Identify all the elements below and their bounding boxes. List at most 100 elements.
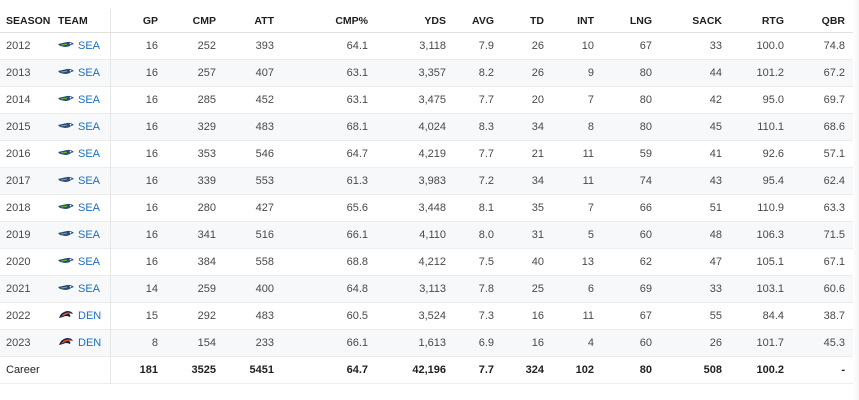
team-link[interactable]: SEA xyxy=(78,148,101,160)
broncos-logo-icon[interactable] xyxy=(58,310,74,323)
col-header-gp[interactable]: GP xyxy=(110,9,166,33)
lng-cell: 80 xyxy=(602,59,660,87)
career-rtg: 100.2 xyxy=(730,356,792,384)
rtg-cell: 105.1 xyxy=(730,248,792,276)
col-header-cmp-pct[interactable]: CMP% xyxy=(282,9,376,33)
att-cell: 553 xyxy=(224,167,282,195)
col-header-qbr[interactable]: QBR xyxy=(792,9,853,33)
broncos-logo-icon[interactable] xyxy=(58,337,74,350)
team-cell: SEA xyxy=(54,59,111,87)
team-link[interactable]: SEA xyxy=(78,121,101,133)
yds-cell: 4,212 xyxy=(376,248,454,276)
td-cell: 21 xyxy=(502,140,552,168)
att-cell: 483 xyxy=(224,113,282,141)
yds-cell: 3,448 xyxy=(376,194,454,222)
season-cell: 2014 xyxy=(0,86,54,114)
col-header-lng[interactable]: LNG xyxy=(602,9,660,33)
col-header-yds[interactable]: YDS xyxy=(376,9,454,33)
yds-cell: 4,110 xyxy=(376,221,454,249)
att-cell: 427 xyxy=(224,194,282,222)
td-cell: 26 xyxy=(502,32,552,60)
sack-cell: 45 xyxy=(660,113,730,141)
cmp-pct-cell: 63.1 xyxy=(282,59,376,87)
col-header-int[interactable]: INT xyxy=(552,9,602,33)
seahawks-logo-icon[interactable] xyxy=(58,67,74,80)
seahawks-logo-icon[interactable] xyxy=(58,256,74,269)
int-cell: 11 xyxy=(552,167,602,195)
table-row: 2013 SEA 16 257 407 63.1 3,357 8.2 26 9 80 44 101.2 6… xyxy=(0,59,853,87)
seahawks-logo-icon[interactable] xyxy=(58,229,74,242)
team-cell: SEA xyxy=(54,248,111,276)
sack-cell: 33 xyxy=(660,275,730,303)
team-link[interactable]: SEA xyxy=(78,40,101,52)
rtg-cell: 110.1 xyxy=(730,113,792,141)
table-row: 2023 DEN 8 154 233 66.1 1,613 6.9 16 4 60 26 101.7 45… xyxy=(0,329,853,357)
table-row: 2012 SEA 16 252 393 64.1 3,118 7.9 26 10 67 33 100.0… xyxy=(0,32,853,60)
seahawks-logo-icon[interactable] xyxy=(58,40,74,53)
col-header-season[interactable]: SEASON xyxy=(0,9,54,33)
qbr-cell: 68.6 xyxy=(792,113,853,141)
team-link[interactable]: SEA xyxy=(78,175,101,187)
cmp-cell: 384 xyxy=(166,248,224,276)
lng-cell: 69 xyxy=(602,275,660,303)
team-link[interactable]: SEA xyxy=(78,229,101,241)
rtg-cell: 84.4 xyxy=(730,302,792,330)
team-link[interactable]: SEA xyxy=(78,67,101,79)
table-body: 2012 SEA 16 252 393 64.1 3,118 7.9 26 10 67 33 100.0… xyxy=(0,32,853,357)
team-link[interactable]: SEA xyxy=(78,94,101,106)
lng-cell: 80 xyxy=(602,113,660,141)
seahawks-logo-icon[interactable] xyxy=(58,283,74,296)
lng-cell: 67 xyxy=(602,32,660,60)
team-link[interactable]: DEN xyxy=(78,310,102,322)
col-header-att[interactable]: ATT xyxy=(224,9,282,33)
career-totals-row: Career 181 3525 5451 64.7 42,196 7.7 324… xyxy=(0,356,853,384)
table-row: 2022 DEN 15 292 483 60.5 3,524 7.3 16 11 67 55 84.4 3… xyxy=(0,302,853,330)
col-header-sack[interactable]: SACK xyxy=(660,9,730,33)
rtg-cell: 95.4 xyxy=(730,167,792,195)
rtg-cell: 106.3 xyxy=(730,221,792,249)
team-link[interactable]: SEA xyxy=(78,256,101,268)
seahawks-logo-icon[interactable] xyxy=(58,202,74,215)
cmp-pct-cell: 66.1 xyxy=(282,221,376,249)
season-cell: 2020 xyxy=(0,248,54,276)
lng-cell: 59 xyxy=(602,140,660,168)
avg-cell: 6.9 xyxy=(454,329,502,357)
td-cell: 16 xyxy=(502,302,552,330)
seahawks-logo-icon[interactable] xyxy=(58,148,74,161)
avg-cell: 7.2 xyxy=(454,167,502,195)
qbr-cell: 60.6 xyxy=(792,275,853,303)
td-cell: 34 xyxy=(502,113,552,141)
team-cell: SEA xyxy=(54,275,111,303)
avg-cell: 8.2 xyxy=(454,59,502,87)
seahawks-logo-icon[interactable] xyxy=(58,121,74,134)
col-header-td[interactable]: TD xyxy=(502,9,552,33)
career-int: 102 xyxy=(552,356,602,384)
season-cell: 2012 xyxy=(0,32,54,60)
yds-cell: 4,219 xyxy=(376,140,454,168)
sack-cell: 33 xyxy=(660,32,730,60)
qbr-cell: 38.7 xyxy=(792,302,853,330)
att-cell: 516 xyxy=(224,221,282,249)
qbr-cell: 69.7 xyxy=(792,86,853,114)
cmp-pct-cell: 60.5 xyxy=(282,302,376,330)
int-cell: 6 xyxy=(552,275,602,303)
team-link[interactable]: DEN xyxy=(78,337,102,349)
sack-cell: 44 xyxy=(660,59,730,87)
avg-cell: 7.7 xyxy=(454,86,502,114)
col-header-cmp[interactable]: CMP xyxy=(166,9,224,33)
cmp-pct-cell: 64.8 xyxy=(282,275,376,303)
cmp-cell: 329 xyxy=(166,113,224,141)
seahawks-logo-icon[interactable] xyxy=(58,94,74,107)
col-header-rtg[interactable]: RTG xyxy=(730,9,792,33)
team-link[interactable]: SEA xyxy=(78,202,101,214)
seahawks-logo-icon[interactable] xyxy=(58,175,74,188)
col-header-team[interactable]: TEAM xyxy=(54,9,111,33)
col-header-avg[interactable]: AVG xyxy=(454,9,502,33)
team-link[interactable]: SEA xyxy=(78,283,101,295)
td-cell: 34 xyxy=(502,167,552,195)
int-cell: 4 xyxy=(552,329,602,357)
int-cell: 7 xyxy=(552,194,602,222)
table-row: 2021 SEA 14 259 400 64.8 3,113 7.8 25 6 69 33 103.1 6… xyxy=(0,275,853,303)
int-cell: 13 xyxy=(552,248,602,276)
season-cell: 2022 xyxy=(0,302,54,330)
